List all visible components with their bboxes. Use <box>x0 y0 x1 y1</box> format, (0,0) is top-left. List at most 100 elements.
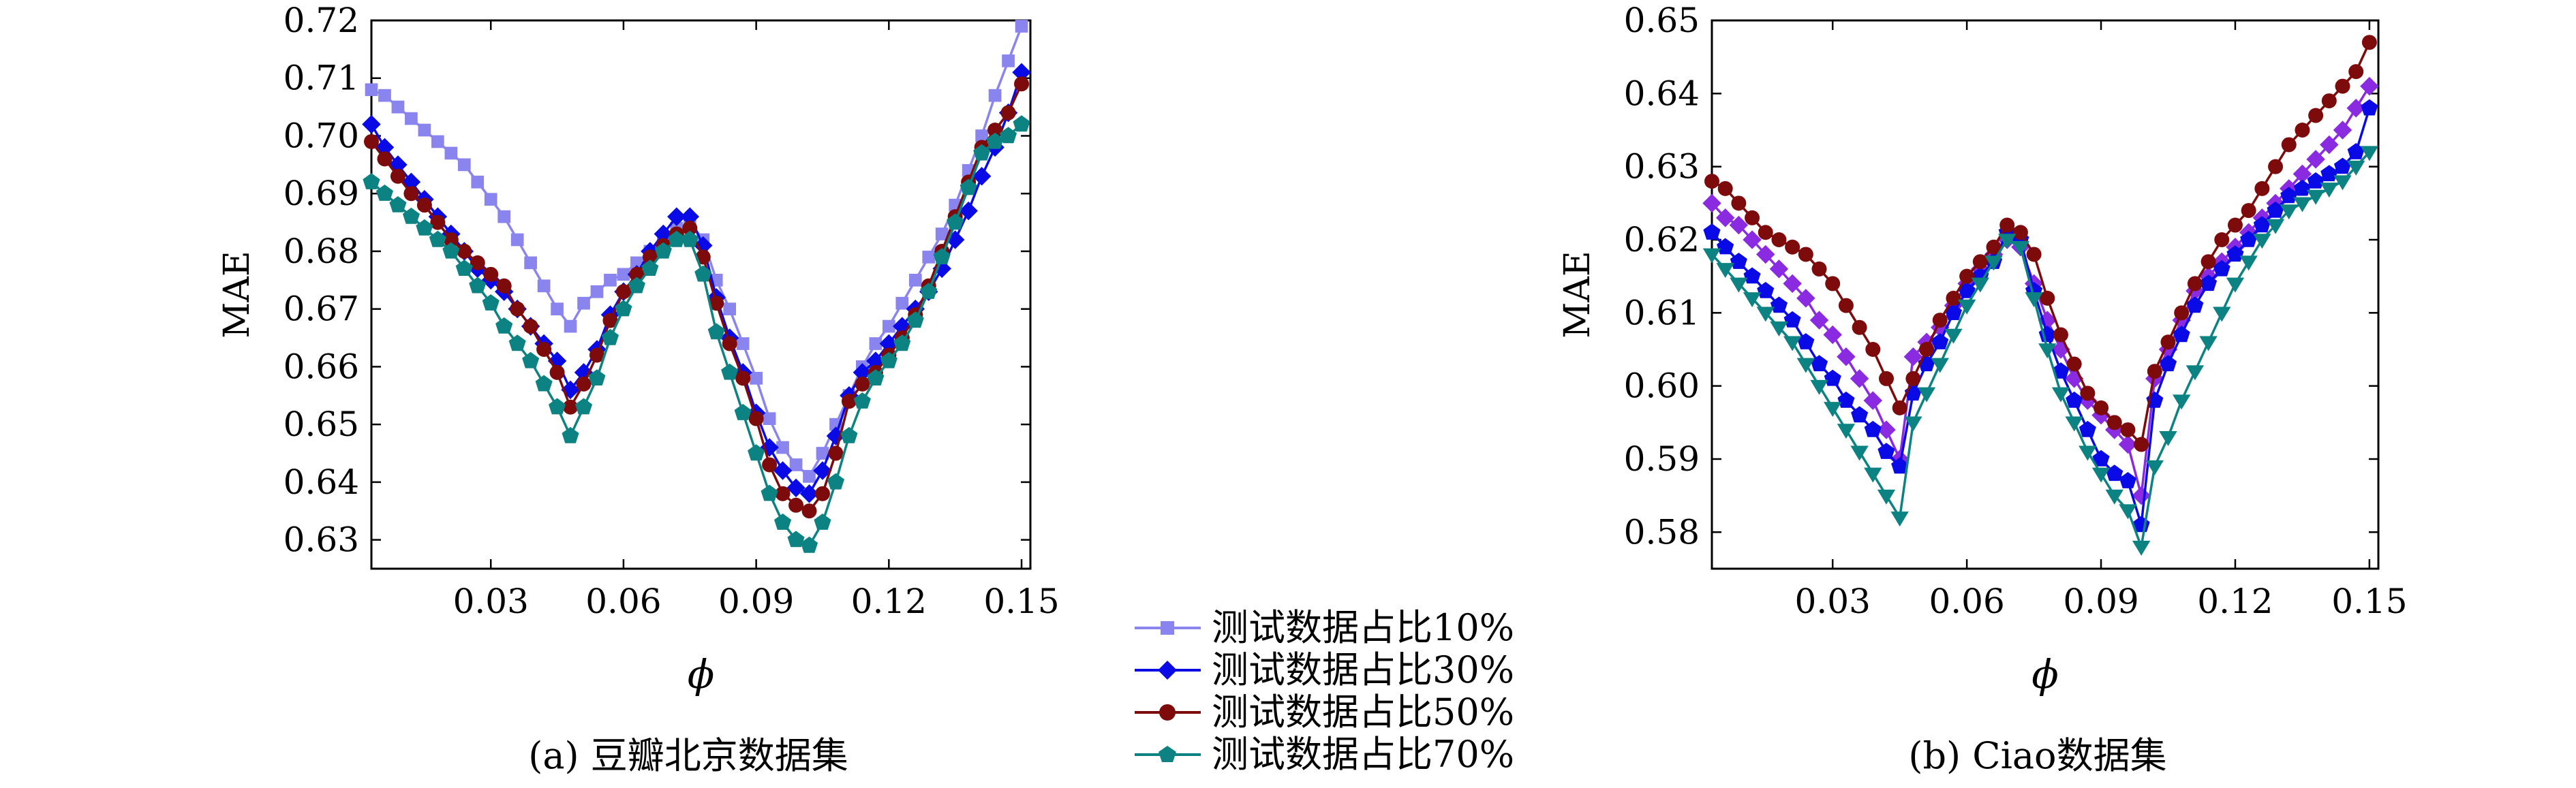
data-point <box>960 178 977 195</box>
chart-a-caption: (a) 豆瓣北京数据集 <box>528 734 848 777</box>
data-point <box>1012 63 1031 82</box>
data-point <box>814 514 831 530</box>
data-point <box>2308 108 2324 123</box>
data-point <box>787 531 805 548</box>
data-point <box>2293 179 2311 196</box>
data-point <box>1785 239 1800 255</box>
data-point <box>709 296 724 311</box>
data-point <box>2360 146 2379 161</box>
data-point <box>908 273 922 287</box>
data-point <box>2293 197 2312 212</box>
data-point <box>1014 76 1030 92</box>
data-point <box>2118 435 2138 454</box>
data-point <box>975 129 988 142</box>
data-point <box>1796 289 1815 308</box>
data-point <box>973 144 991 161</box>
data-point <box>1837 391 1855 408</box>
data-point <box>2159 431 2177 446</box>
legend-label-4: 测试数据占比70% <box>1212 733 1514 776</box>
data-point <box>378 89 391 102</box>
data-point <box>855 376 870 392</box>
data-point <box>2266 219 2285 234</box>
data-point <box>2348 64 2364 80</box>
data-point <box>390 168 405 184</box>
data-point <box>1000 127 1017 144</box>
x-tick-label: 0.12 <box>851 582 927 621</box>
data-point <box>2321 93 2337 109</box>
data-point <box>641 259 659 276</box>
data-point <box>2320 135 2339 155</box>
data-point <box>2306 189 2325 205</box>
data-point <box>1811 355 1828 372</box>
data-point <box>694 265 712 282</box>
data-point <box>1731 195 1747 211</box>
data-point <box>523 319 538 334</box>
data-point <box>2052 362 2070 379</box>
data-point <box>1850 369 1869 388</box>
data-point <box>2091 467 2111 483</box>
data-point <box>1002 54 1015 67</box>
y-axis-label: MAE <box>1557 251 1598 338</box>
data-point <box>1715 208 1735 227</box>
chart-a: 0.63 0.64 0.65 0.66 0.67 0.68 0.69 0.70 0.71 0.72… <box>217 1 1060 697</box>
data-point <box>707 323 725 340</box>
data-point <box>827 473 844 490</box>
data-point <box>535 375 553 392</box>
data-point <box>2026 247 2042 262</box>
data-point <box>563 399 579 415</box>
data-point <box>2254 180 2270 196</box>
x-tick-label: 0.15 <box>2331 582 2407 621</box>
data-point <box>2132 541 2151 556</box>
data-point <box>1931 358 1949 373</box>
data-point <box>455 259 473 276</box>
data-point <box>2145 460 2164 475</box>
data-point <box>654 242 672 259</box>
y-tick-label: 0.72 <box>283 1 359 40</box>
data-point <box>510 233 524 247</box>
data-point <box>389 196 407 212</box>
data-point <box>774 514 792 530</box>
data-point <box>2199 336 2218 351</box>
data-point <box>972 167 992 186</box>
data-point <box>763 412 776 426</box>
data-point <box>1015 20 1028 33</box>
data-point <box>418 123 431 137</box>
data-point <box>2280 187 2298 204</box>
data-point <box>1703 223 1721 240</box>
data-point <box>1758 225 1773 240</box>
series-line <box>1711 42 2371 447</box>
legend-marker-circle <box>1159 704 1176 721</box>
y-tick-label: 0.65 <box>283 405 359 444</box>
data-point <box>2119 472 2136 488</box>
data-point <box>2280 204 2298 220</box>
data-point <box>391 100 405 114</box>
legend: 测试数据占比10% 测试数据占比30% 测试数据占比50% 测试数据占比70% <box>1121 603 1567 783</box>
data-point <box>429 230 446 247</box>
data-point <box>735 371 751 386</box>
data-point <box>799 484 819 503</box>
data-point <box>1809 311 1829 330</box>
data-point <box>510 301 525 317</box>
data-point <box>1769 259 1789 279</box>
y-axis-label: MAE <box>217 251 258 338</box>
legend-marker-diamond <box>1158 661 1177 680</box>
data-point <box>1743 267 1761 284</box>
data-point <box>853 392 871 409</box>
data-point <box>789 458 803 471</box>
data-point <box>933 248 951 265</box>
x-tick-label: 0.12 <box>2197 582 2273 621</box>
data-point <box>800 536 818 553</box>
data-point <box>986 132 1004 149</box>
data-point <box>403 186 419 202</box>
y-tick-label: 0.60 <box>1624 366 1700 406</box>
data-point <box>471 175 485 189</box>
data-point <box>775 486 791 501</box>
data-point <box>2038 343 2057 359</box>
data-point <box>457 158 471 172</box>
data-point <box>1890 511 1909 527</box>
data-point <box>2106 464 2123 482</box>
data-point <box>734 404 752 420</box>
data-point <box>2066 391 2083 408</box>
data-point <box>1730 253 1747 269</box>
data-point <box>522 351 540 368</box>
